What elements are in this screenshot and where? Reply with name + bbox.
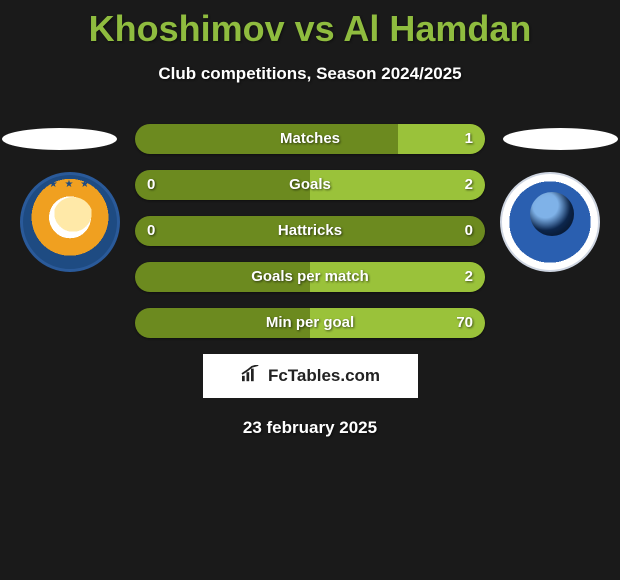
stat-row: 00Hattricks xyxy=(135,216,485,246)
subtitle: Club competitions, Season 2024/2025 xyxy=(0,64,620,84)
page-title: Khoshimov vs Al Hamdan xyxy=(0,0,620,50)
stat-row: 1Matches xyxy=(135,124,485,154)
stat-row: 02Goals xyxy=(135,170,485,200)
stat-bars-container: 1Matches 02Goals 00Hattricks 2Goals per mat… xyxy=(135,112,485,338)
comparison-area: 1Matches 02Goals 00Hattricks 2Goals per mat… xyxy=(0,112,620,438)
stat-label: Goals per match xyxy=(135,262,485,292)
chart-icon xyxy=(240,365,262,388)
stat-label: Hattricks xyxy=(135,216,485,246)
team-badge-right xyxy=(500,172,600,272)
stat-label: Matches xyxy=(135,124,485,154)
brand-box: FcTables.com xyxy=(203,354,418,398)
team-badge-left xyxy=(20,172,120,272)
player2-name: Al Hamdan xyxy=(343,8,531,49)
brand-text: FcTables.com xyxy=(268,366,380,386)
stat-label: Goals xyxy=(135,170,485,200)
stat-row: 2Goals per match xyxy=(135,262,485,292)
date-text: 23 february 2025 xyxy=(0,418,620,438)
oval-left-decoration xyxy=(2,128,117,150)
vs-text: vs xyxy=(295,8,335,49)
stat-row: 70Min per goal xyxy=(135,308,485,338)
oval-right-decoration xyxy=(503,128,618,150)
player1-name: Khoshimov xyxy=(89,8,285,49)
stat-label: Min per goal xyxy=(135,308,485,338)
